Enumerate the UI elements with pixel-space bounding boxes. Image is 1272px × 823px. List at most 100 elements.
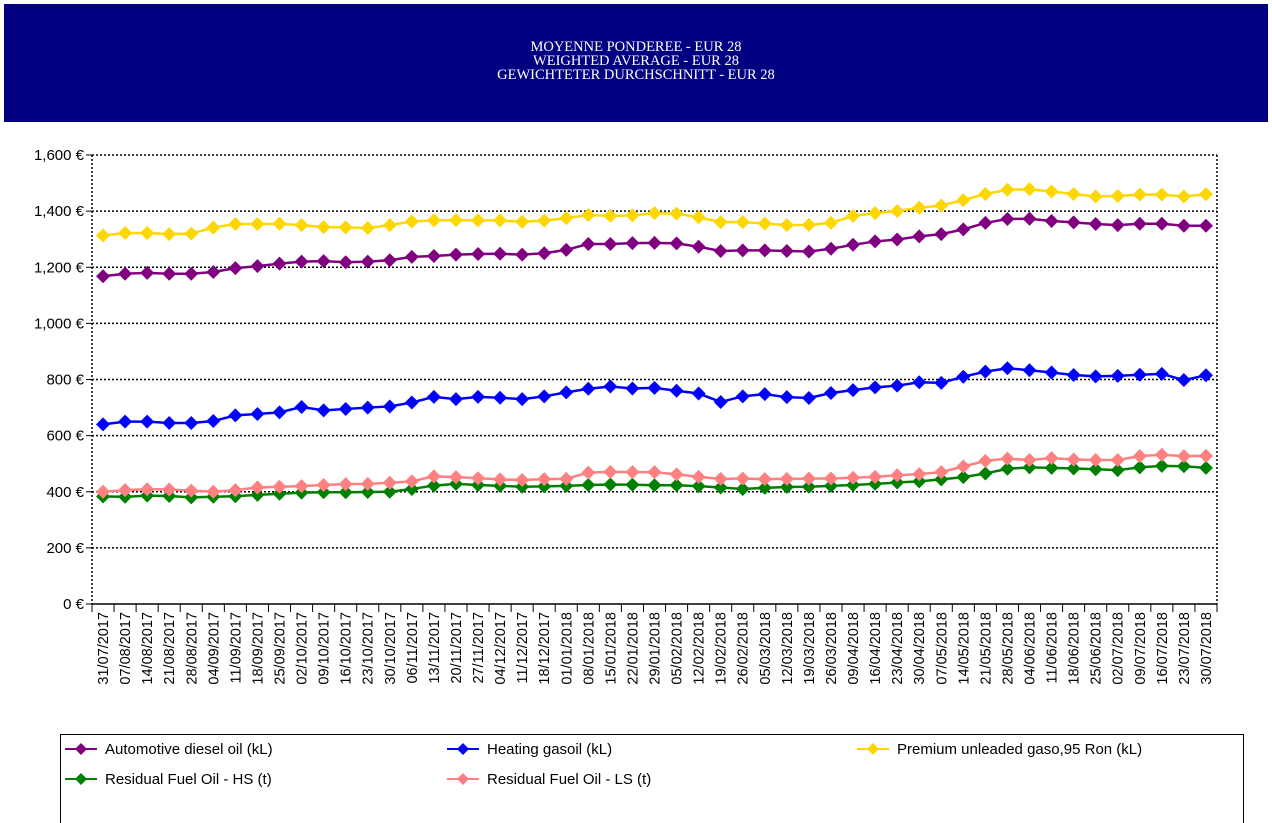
data-point — [448, 470, 463, 485]
data-point — [471, 247, 486, 262]
data-point — [779, 479, 794, 494]
data-point — [934, 375, 949, 390]
data-point — [890, 378, 905, 393]
data-point — [735, 481, 750, 496]
data-point — [912, 467, 927, 482]
data-point — [426, 469, 441, 484]
data-point — [1110, 188, 1125, 203]
x-tick-label: 12/02/2018 — [692, 612, 708, 685]
data-point — [625, 381, 640, 396]
data-point — [1154, 447, 1169, 462]
data-point — [515, 472, 530, 487]
data-point — [537, 479, 552, 494]
data-point — [713, 215, 728, 230]
data-point — [382, 253, 397, 268]
data-point — [669, 206, 684, 221]
y-tick-label: 600 € — [46, 428, 84, 445]
data-point — [1088, 189, 1103, 204]
data-point — [581, 208, 596, 223]
data-point — [801, 471, 816, 486]
data-point — [250, 487, 265, 502]
data-point — [713, 394, 728, 409]
data-point — [846, 478, 861, 493]
data-point — [559, 385, 574, 400]
data-point — [294, 400, 309, 415]
data-point — [779, 390, 794, 405]
data-point — [1044, 460, 1059, 475]
title-line-en: WEIGHTED AVERAGE - EUR 28 — [533, 53, 739, 69]
data-point — [1154, 458, 1169, 473]
data-point — [956, 193, 971, 208]
data-point — [316, 220, 331, 235]
data-point — [625, 465, 640, 480]
data-point — [515, 214, 530, 229]
x-tick-label: 05/02/2018 — [670, 612, 686, 685]
data-point — [537, 389, 552, 404]
data-point — [934, 472, 949, 487]
data-point — [206, 220, 221, 235]
x-tick-label: 22/01/2018 — [625, 612, 641, 685]
legend-marker-hs — [65, 773, 97, 785]
x-tick-label: 04/12/2017 — [493, 612, 509, 685]
data-point — [691, 479, 706, 494]
data-point — [338, 485, 353, 500]
data-point — [1022, 182, 1037, 197]
data-point — [1088, 369, 1103, 384]
legend-item-diesel: Automotive diesel oil (kL) — [65, 739, 273, 759]
x-tick-label: 28/05/2018 — [1000, 612, 1016, 685]
data-point — [823, 471, 838, 486]
data-point — [140, 482, 155, 497]
data-point — [1132, 449, 1147, 464]
data-point — [382, 475, 397, 490]
legend-label-heating: Heating gasoil (kL) — [487, 740, 613, 758]
y-tick-label: 800 € — [46, 372, 84, 389]
data-point — [493, 390, 508, 405]
data-point — [713, 471, 728, 486]
legend-label-premium: Premium unleaded gaso,95 Ron (kL) — [897, 740, 1143, 758]
series-4 — [96, 447, 1213, 499]
data-point — [206, 414, 221, 429]
x-tick-label: 30/10/2017 — [383, 612, 399, 685]
data-point — [691, 210, 706, 225]
plot-series — [96, 182, 1213, 505]
data-point — [184, 226, 199, 241]
data-point — [1000, 451, 1015, 466]
data-point — [316, 254, 331, 269]
data-point — [846, 237, 861, 252]
data-point — [448, 247, 463, 262]
data-point — [757, 216, 772, 231]
x-tick-label: 30/04/2018 — [912, 612, 928, 685]
data-point — [404, 474, 419, 489]
x-tick-label: 23/10/2017 — [361, 612, 377, 685]
x-tick-label: 11/09/2017 — [228, 612, 244, 684]
data-point — [691, 239, 706, 254]
data-point — [1132, 187, 1147, 202]
data-point — [360, 476, 375, 491]
data-point — [272, 405, 287, 420]
x-tick-label: 12/03/2018 — [780, 612, 796, 685]
data-point — [713, 243, 728, 258]
data-point — [757, 387, 772, 402]
data-point — [1110, 453, 1125, 468]
data-point — [537, 246, 552, 261]
x-tick-label: 23/04/2018 — [890, 612, 906, 685]
title-line-de: GEWICHTETER DURCHSCHNITT - EUR 28 — [497, 67, 775, 83]
x-tick-label: 04/06/2018 — [1023, 612, 1039, 685]
data-point — [360, 485, 375, 500]
data-point — [647, 380, 662, 395]
data-point — [801, 479, 816, 494]
x-tick-label: 07/08/2017 — [118, 612, 134, 685]
data-point — [603, 236, 618, 251]
data-point — [448, 213, 463, 228]
data-point — [978, 215, 993, 230]
data-point — [294, 479, 309, 494]
x-tick-label: 13/11/2017 — [427, 612, 443, 684]
data-point — [1022, 453, 1037, 468]
data-point — [603, 208, 618, 223]
x-tick-label: 06/11/2017 — [405, 612, 421, 684]
data-point — [1132, 460, 1147, 475]
y-axis: 0 € 200 € 400 € 600 € 800 € 1,000 € 1,200 € 1,4… — [34, 147, 93, 613]
chart-titles: MOYENNE PONDEREE - EUR 28 WEIGHTED AVERA… — [4, 40, 1268, 83]
data-point — [382, 484, 397, 499]
data-point — [162, 227, 177, 242]
